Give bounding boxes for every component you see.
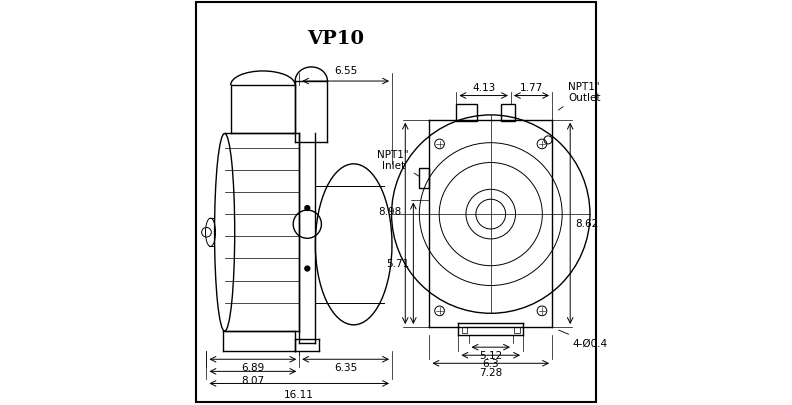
Text: 8.62: 8.62 [575,219,598,229]
Bar [501,105,515,121]
Text: 4-Ø0.4: 4-Ø0.4 [558,330,607,348]
Bar [462,328,467,333]
Text: 8.98: 8.98 [378,207,402,217]
Bar [420,168,429,188]
Text: 7.28: 7.28 [479,367,502,377]
Text: NPT1"
Outlet: NPT1" Outlet [558,81,600,111]
Text: 6.3: 6.3 [482,358,499,369]
Text: 1.77: 1.77 [520,83,543,93]
Text: 6.55: 6.55 [334,66,357,76]
Bar [514,328,520,333]
Circle shape [305,206,310,211]
Text: 8.07: 8.07 [242,375,265,386]
Text: 6.35: 6.35 [334,362,357,373]
Circle shape [305,266,310,271]
Text: 5.71: 5.71 [386,259,409,269]
Text: 6.89: 6.89 [242,362,265,373]
Text: NPT1"
Inlet: NPT1" Inlet [377,149,419,177]
Text: VP10: VP10 [307,30,364,47]
Bar [456,105,477,121]
Text: 4.13: 4.13 [472,83,495,93]
Text: 16.11: 16.11 [284,390,314,399]
Text: 5.12: 5.12 [479,350,502,360]
